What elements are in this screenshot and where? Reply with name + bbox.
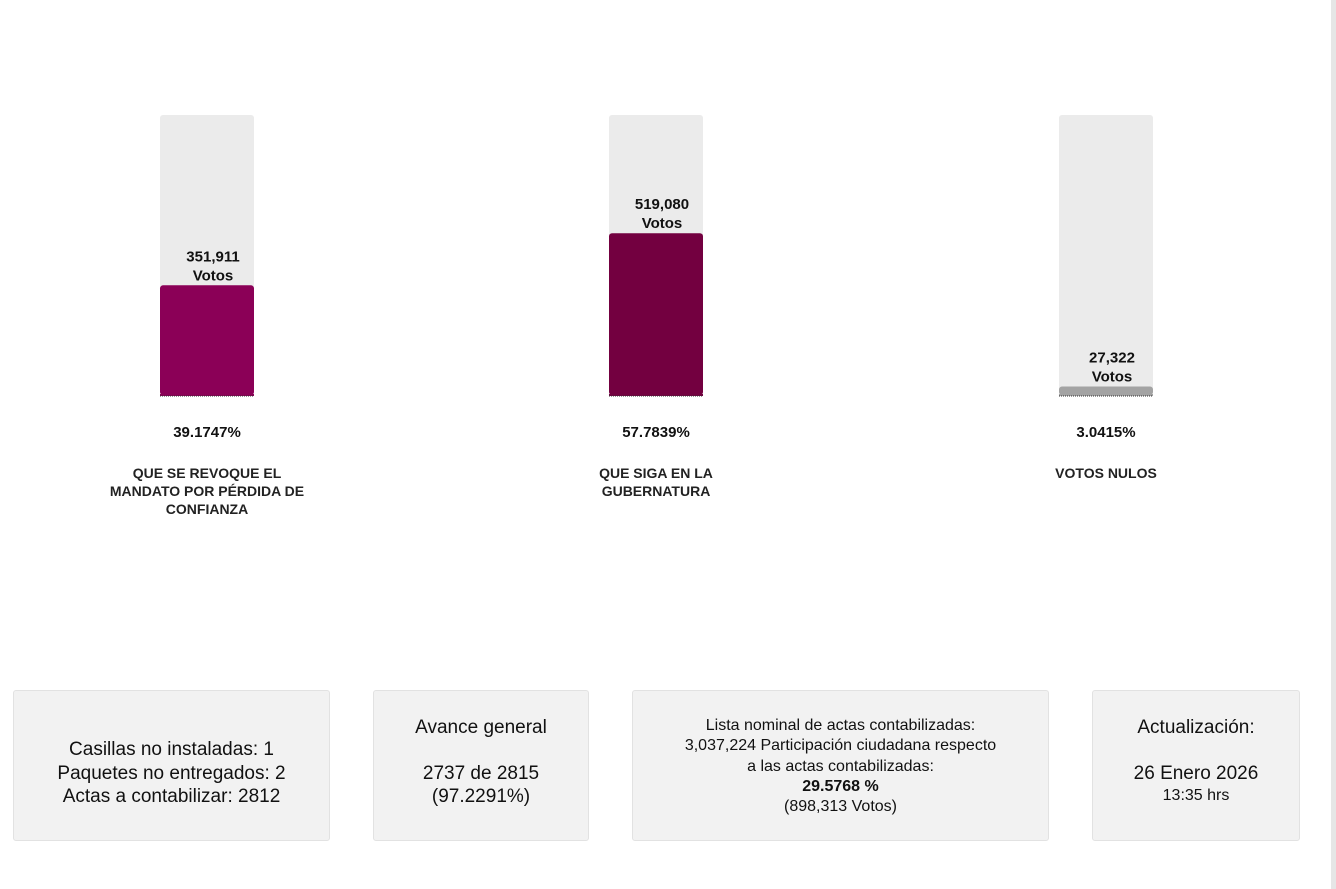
bar-base bbox=[1059, 394, 1153, 396]
panel-date: 26 Enero 2026 bbox=[1133, 763, 1259, 784]
category-label: VOTOS NULOS bbox=[1055, 465, 1157, 481]
panel-time: 13:35 hrs bbox=[1162, 787, 1230, 804]
vote-label: 351,911 bbox=[186, 248, 239, 265]
panel-line: Actas a contabilizar: 2812 bbox=[62, 786, 281, 807]
panel-actualizacion: Actualización: 26 Enero 2026 13:35 hrs bbox=[1092, 690, 1300, 841]
bar bbox=[160, 285, 254, 395]
panel-participacion: Lista nominal de actas contabilizadas: 3… bbox=[632, 690, 1049, 841]
panel-line: 3,037,224 Participación ciudadana respec… bbox=[684, 737, 997, 754]
vote-unit: Votos bbox=[1092, 368, 1133, 385]
category-label: QUE SIGA EN LA GUBERNATURA bbox=[599, 465, 713, 499]
panel-casillas: Casillas no instaladas: 1 Paquetes no en… bbox=[13, 690, 330, 841]
percent-label: 39.1747% bbox=[173, 424, 241, 441]
panel-line: a las actas contabilizadas: bbox=[747, 758, 934, 775]
panel-avance: Avance general 2737 de 2815 (97.2291%) bbox=[373, 690, 589, 841]
panel-highlight: 29.5768 % bbox=[802, 778, 879, 795]
vote-label: 27,322 bbox=[1089, 349, 1135, 366]
panel-line: 2737 de 2815 bbox=[422, 763, 540, 784]
panel-note: (898,313 Votos) bbox=[784, 798, 897, 815]
chart: 351,911 Votos 39.1747% 519,080 Votos 57.7839%… bbox=[160, 115, 1153, 441]
panel-line: Lista nominal de actas contabilizadas: bbox=[705, 717, 976, 734]
panel-title: Actualización: bbox=[1137, 717, 1255, 738]
bar-base bbox=[160, 394, 254, 396]
vote-unit: Votos bbox=[642, 215, 683, 232]
scrollbar bbox=[1331, 0, 1336, 889]
vote-unit: Votos bbox=[193, 267, 234, 284]
category-label: QUE SE REVOQUE EL MANDATO POR PÉRDIDA DE… bbox=[109, 465, 305, 517]
panel-line: Paquetes no entregados: 2 bbox=[57, 763, 286, 784]
vote-label: 519,080 bbox=[635, 196, 689, 213]
panel-title: Avance general bbox=[415, 717, 547, 738]
percent-label: 3.0415% bbox=[1076, 424, 1135, 441]
bar bbox=[609, 233, 703, 395]
bar-base bbox=[609, 394, 703, 396]
percent-label: 57.7839% bbox=[622, 424, 690, 441]
bar bbox=[1059, 386, 1153, 395]
panel-line: (97.2291%) bbox=[431, 786, 531, 807]
panel-line: Casillas no instaladas: 1 bbox=[69, 739, 274, 760]
bar-track bbox=[1059, 115, 1153, 395]
